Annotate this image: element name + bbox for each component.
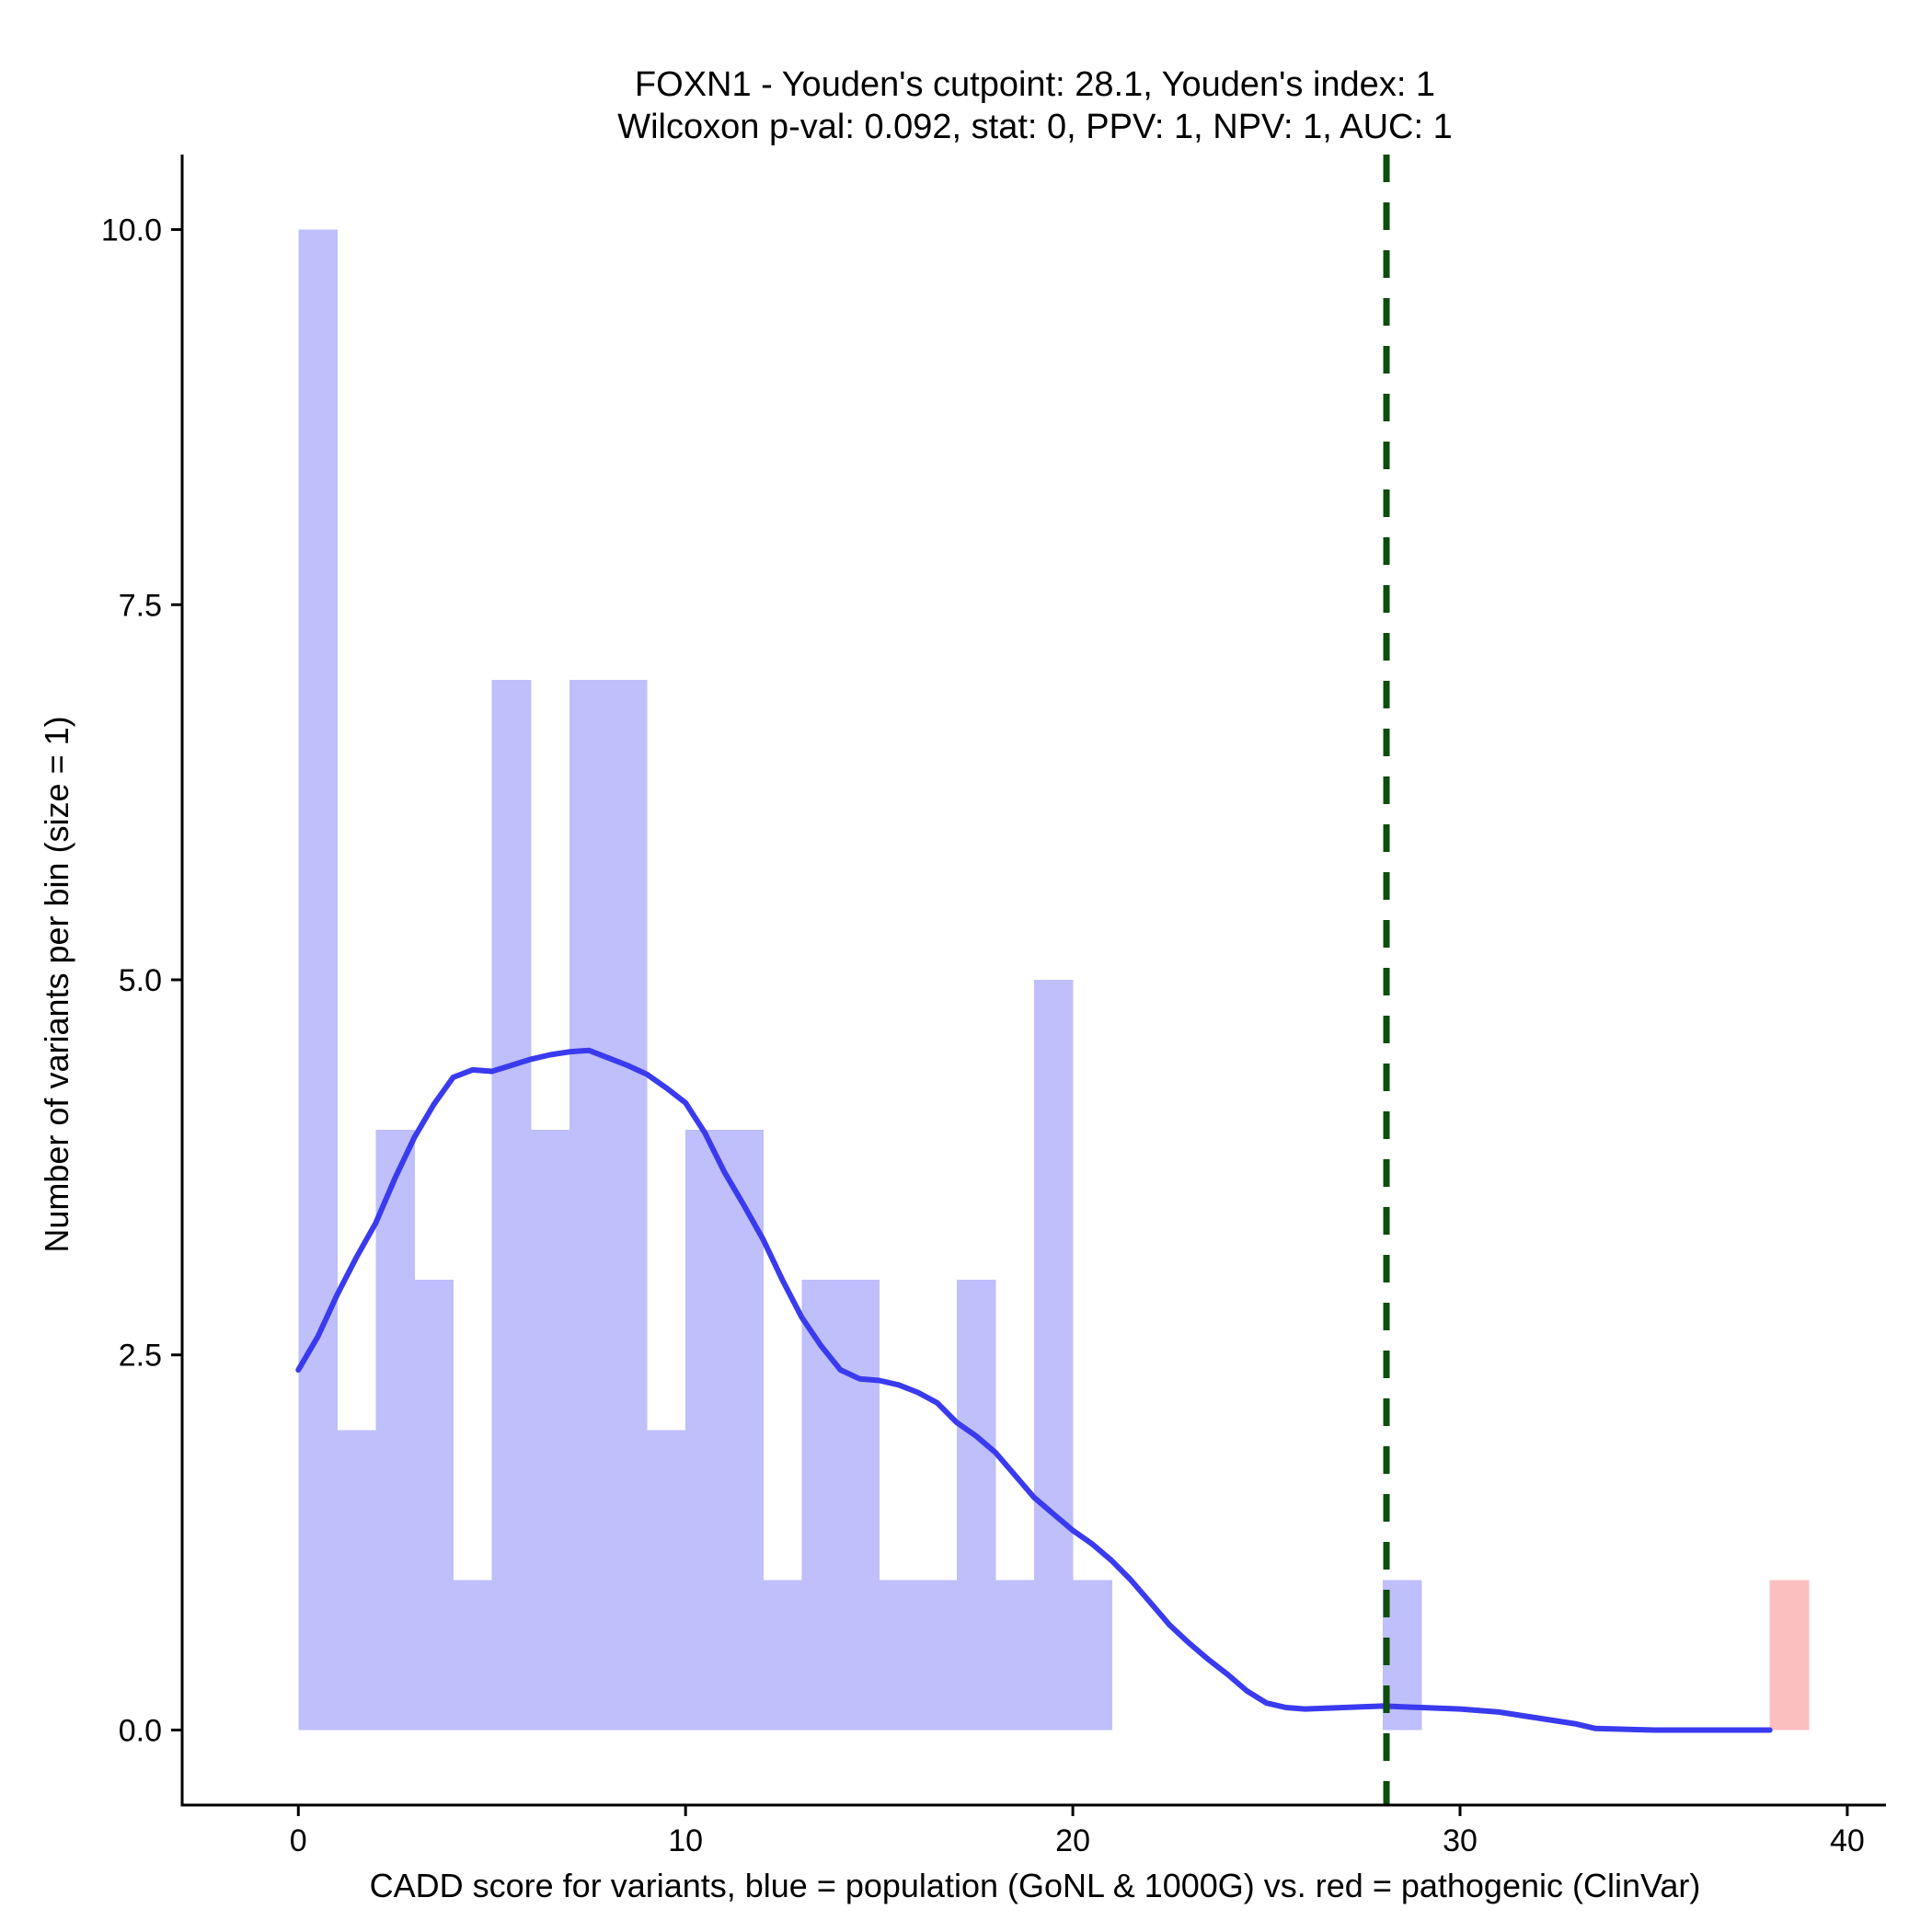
y-axis-title: Number of variants per bin (size = 1) (38, 716, 75, 1252)
population-bar (608, 679, 648, 1731)
x-tick-label: 10 (668, 1823, 703, 1858)
population-bar (569, 679, 609, 1731)
population-bar (414, 1280, 454, 1731)
population-bar (1034, 980, 1074, 1731)
population-bar (685, 1130, 725, 1731)
population-bar (530, 1130, 570, 1731)
x-tick-label: 0 (290, 1823, 307, 1858)
density-curve-layer (295, 1047, 1773, 1733)
chart-title-line-2: Wilcoxon p-val: 0.092, stat: 0, PPV: 1, … (617, 108, 1452, 146)
x-tick-label: 20 (1055, 1823, 1090, 1858)
y-tick-label: 0.0 (119, 1713, 162, 1748)
y-tick-label: 2.5 (119, 1339, 162, 1374)
y-tick-label: 7.5 (119, 588, 162, 623)
population-bar (491, 679, 532, 1731)
population-bar (724, 1130, 764, 1731)
population-bar (647, 1430, 686, 1731)
y-tick-label: 10.0 (101, 213, 162, 248)
population-bar (995, 1580, 1035, 1731)
population-bar (801, 1280, 842, 1731)
population-bar (763, 1580, 803, 1731)
x-tick-label: 30 (1443, 1823, 1478, 1858)
density-curve (295, 1047, 1773, 1733)
x-tick-label: 40 (1830, 1823, 1865, 1858)
tick-labels: 0 10 20 30 40 0.0 2.5 5.0 7.5 10.0 (101, 213, 1865, 1858)
population-bar (956, 1280, 996, 1731)
population-bar (879, 1580, 919, 1731)
x-axis-title: CADD score for variants, blue = populati… (370, 1867, 1701, 1904)
population-bar (1073, 1580, 1112, 1731)
population-bar (375, 1130, 416, 1731)
y-tick-label: 5.0 (119, 963, 162, 998)
population-bar (298, 229, 338, 1731)
population-bar (337, 1430, 377, 1731)
chart-title-line-1: FOXN1 - Youden's cutpoint: 28.1, Youden'… (635, 65, 1435, 104)
population-bar (453, 1580, 493, 1731)
population-bar (840, 1280, 880, 1731)
histogram-bars (298, 229, 1810, 1731)
population-bar (917, 1580, 958, 1731)
pathogenic-bar (1769, 1580, 1810, 1731)
